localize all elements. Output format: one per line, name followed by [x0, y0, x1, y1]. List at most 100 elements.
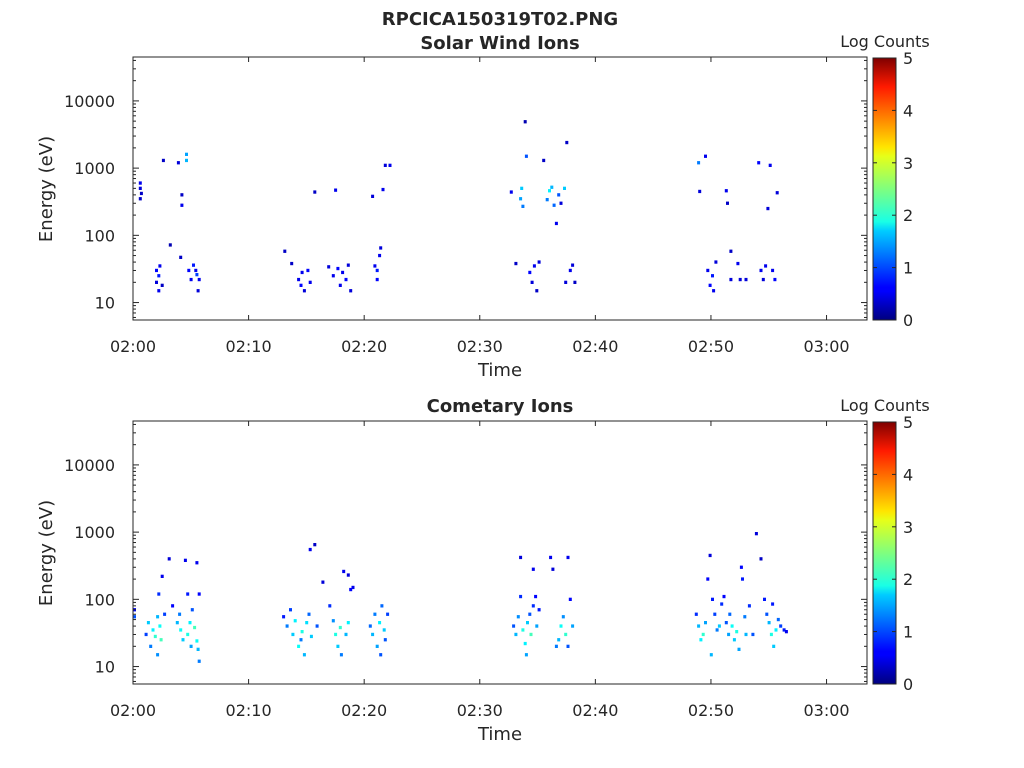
x-axis-label: Time [477, 724, 522, 745]
data-cell [158, 264, 162, 268]
colorbar-tick-label: 0 [903, 311, 913, 330]
data-cell [373, 264, 377, 268]
data-cell [523, 641, 527, 646]
data-cell [563, 186, 566, 190]
data-cell [519, 594, 523, 599]
data-cell [782, 628, 786, 632]
data-cell [341, 270, 345, 275]
data-cell [711, 597, 714, 601]
data-cell [535, 289, 539, 293]
data-cell [159, 638, 163, 642]
data-cell [368, 624, 372, 628]
data-cell [524, 653, 528, 657]
data-cell [717, 624, 721, 628]
data-cell [564, 632, 568, 637]
y-tick-label: 10 [95, 294, 115, 313]
data-cell [185, 152, 188, 156]
axes-box [132, 420, 868, 685]
data-cell [379, 653, 383, 657]
data-cell [299, 638, 303, 642]
data-cell [535, 624, 539, 628]
data-cell [336, 266, 340, 271]
colorbar-tick-label: 5 [903, 49, 913, 68]
data-cell [168, 243, 172, 247]
colorbar-tick-label: 1 [903, 623, 913, 642]
data-cell [315, 624, 319, 628]
data-cell [534, 594, 538, 599]
data-cell [531, 567, 535, 571]
data-cell [729, 249, 733, 253]
data-cell [313, 543, 317, 547]
panel-cometary: Cometary Ions Time Energy (eV) 02:00 02:1… [36, 396, 930, 745]
data-cell [371, 632, 375, 637]
data-cell [766, 206, 770, 211]
data-cell [197, 659, 201, 663]
data-cell [747, 604, 751, 608]
data-cell [351, 585, 355, 590]
data-cell [297, 277, 301, 282]
data-cell [542, 158, 546, 163]
data-cell [772, 644, 776, 648]
colorbar-ticks: 0 1 2 3 4 5 [873, 49, 913, 330]
data-cell [521, 204, 525, 208]
data-cell [321, 580, 325, 584]
data-cell [192, 263, 195, 267]
data-cell [196, 289, 200, 293]
data-cell [528, 612, 532, 616]
data-cell [375, 268, 379, 273]
data-cell [514, 632, 518, 637]
y-tick-label: 10000 [64, 92, 115, 111]
data-cell [704, 154, 707, 158]
data-cell [722, 594, 726, 599]
colorbar [872, 421, 897, 685]
data-cell [378, 253, 382, 258]
data-cell [735, 630, 739, 634]
data-cell [327, 265, 331, 269]
data-cell [571, 263, 575, 267]
figure-title: RPCICA150319T02.PNG [382, 9, 618, 30]
data-cell [764, 264, 768, 268]
data-cell [523, 120, 527, 124]
data-cell [161, 158, 165, 163]
data-cell [313, 190, 317, 194]
data-cell [564, 280, 568, 284]
data-cell [767, 621, 771, 625]
data-cell [157, 592, 161, 596]
data-cell [568, 597, 572, 601]
data-cell [167, 557, 171, 561]
data-cell [709, 653, 713, 657]
data-cell [346, 621, 350, 625]
data-cell [516, 615, 520, 619]
data-cell [189, 644, 193, 648]
data-cell [701, 632, 705, 637]
y-tick-label: 100 [84, 226, 115, 245]
data-cell [559, 201, 563, 205]
data-cell [509, 190, 513, 194]
data-cell [743, 615, 747, 619]
x-tick-label: 02:30 [457, 337, 503, 356]
data-cell [186, 592, 190, 596]
data-cell [157, 274, 161, 278]
data-cell [146, 621, 150, 625]
colorbar-tick-label: 3 [903, 154, 913, 173]
colorbar-tick-label: 2 [903, 206, 913, 225]
data-cell [757, 161, 761, 165]
data-cell [379, 246, 383, 250]
data-cell [308, 280, 312, 284]
heatmap-plot [138, 120, 779, 293]
data-cell [566, 555, 570, 560]
data-cell [187, 268, 191, 273]
data-cell [557, 193, 561, 197]
data-cell [729, 277, 733, 282]
x-tick-label: 02:30 [457, 701, 503, 720]
data-cell [176, 161, 180, 165]
data-cell [349, 587, 353, 592]
colorbar-tick-label: 0 [903, 675, 913, 694]
y-ticks: 10 100 1000 10000 [64, 423, 867, 682]
data-cell [163, 612, 167, 616]
data-cell [383, 638, 387, 642]
data-cell [566, 644, 570, 648]
data-cell [179, 628, 183, 632]
data-cell [375, 277, 379, 282]
colorbar-tick-label: 1 [903, 259, 913, 278]
